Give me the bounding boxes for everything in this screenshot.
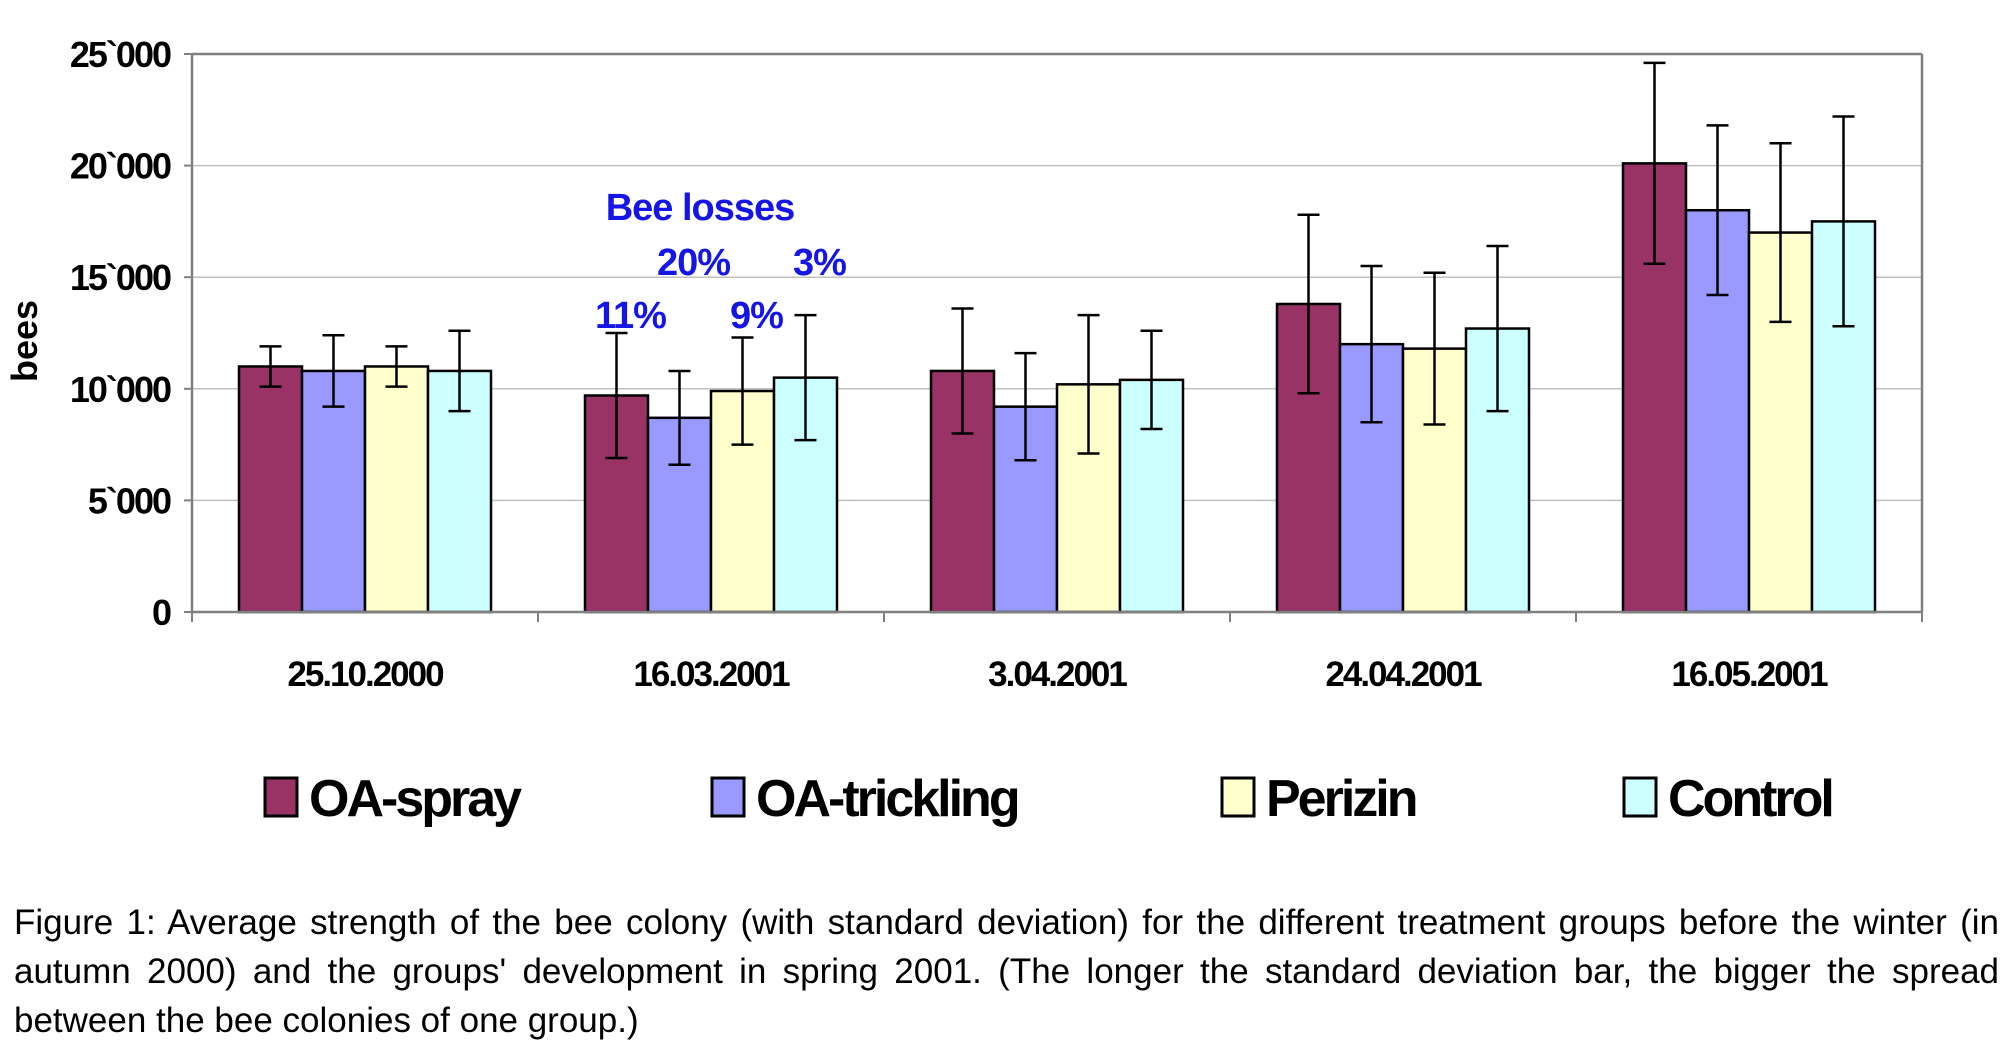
annotation-label: 3% (793, 242, 846, 284)
axes (184, 52, 1924, 622)
bars (237, 162, 1877, 614)
legend-swatch (710, 776, 746, 818)
x-tick-label: 3.04.2001 (988, 655, 1127, 694)
y-tick-label: 20`000 (70, 146, 171, 187)
x-tick-label: 24.04.2001 (1325, 655, 1482, 694)
legend-label: Perizin (1266, 770, 1416, 828)
y-tick-label: 0 (152, 592, 171, 633)
x-tick-label: 16.05.2001 (1671, 655, 1828, 694)
legend-label: OA-trickling (756, 770, 1018, 828)
annotation-label: 11% (595, 295, 666, 337)
y-tick-label: 5`000 (88, 480, 171, 521)
legend: OA-spray OA-trickling Perizin Control (263, 770, 1835, 828)
x-tick-label: 25.10.2000 (287, 655, 444, 694)
y-axis-title: bees (4, 300, 45, 382)
figure-caption: Figure 1: Average strength of the bee co… (14, 903, 1999, 1040)
y-tick-label: 10`000 (70, 369, 171, 410)
x-tick-label: 16.03.2001 (633, 655, 790, 694)
legend-label: OA-spray (309, 770, 522, 828)
bar-chart: 0 5`000 10`000 15`000 20`000 25`000 25.10.2000… (4, 34, 1924, 828)
annotation-label: 20% (657, 242, 730, 284)
error-bars (259, 61, 1855, 466)
y-tick-label: 25`000 (70, 34, 171, 75)
annotation-title: Bee losses (606, 187, 795, 229)
y-tick-label: 15`000 (70, 257, 171, 298)
axis-labels: 0 5`000 10`000 15`000 20`000 25`000 25.10.2000… (70, 34, 1830, 694)
bee-losses-annotation: Bee losses 11% 20%9%3% (595, 187, 847, 337)
annotation-label: 9% (730, 295, 783, 337)
legend-swatch (1622, 776, 1658, 818)
legend-swatch (1220, 776, 1256, 818)
bar (363, 365, 430, 614)
legend-swatch (263, 776, 299, 818)
bar (237, 365, 304, 614)
legend-label: Control (1668, 770, 1832, 828)
